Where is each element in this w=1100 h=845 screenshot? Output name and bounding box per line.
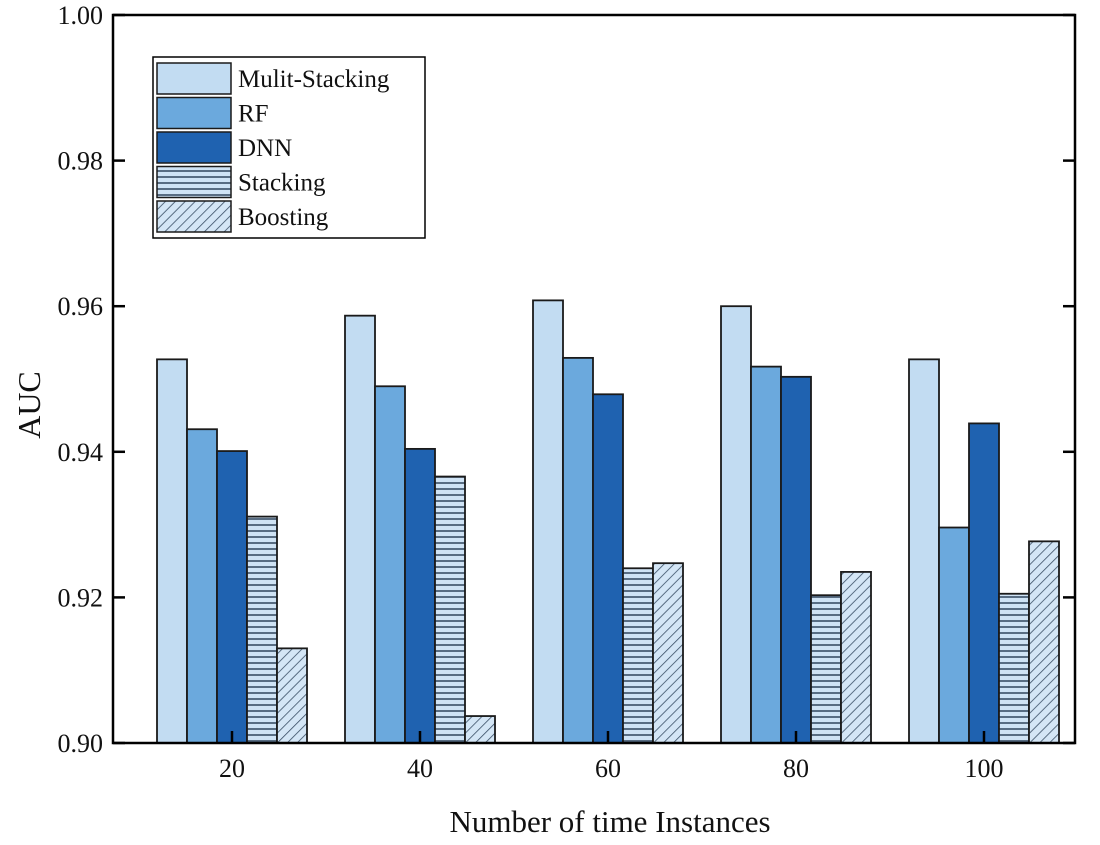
legend-swatch bbox=[156, 200, 232, 233]
y-axis-label: AUC bbox=[11, 371, 47, 439]
y-tick-label: 0.96 bbox=[58, 292, 104, 321]
x-tick-label: 40 bbox=[407, 754, 433, 783]
bar-rf-60 bbox=[562, 356, 594, 744]
bar-stacking-20 bbox=[246, 515, 278, 744]
bar-rf-20 bbox=[186, 428, 218, 744]
bar-dnn-80 bbox=[780, 375, 812, 744]
bar-mulit-stacking-100 bbox=[908, 358, 940, 744]
x-tick-label: 60 bbox=[595, 754, 621, 783]
bar-stacking-60 bbox=[622, 567, 654, 744]
bar-dnn-100 bbox=[968, 422, 1000, 744]
bar-boosting-60 bbox=[652, 562, 684, 744]
y-tick-label: 0.90 bbox=[58, 729, 104, 758]
bar-mulit-stacking-80 bbox=[720, 305, 752, 744]
x-axis: 20 40 60 80 100 bbox=[219, 731, 1004, 783]
bar-dnn-20 bbox=[216, 450, 248, 744]
bar-mulit-stacking-40 bbox=[344, 314, 376, 744]
x-axis-label: Number of time Instances bbox=[449, 804, 770, 839]
bar-dnn-60 bbox=[592, 393, 624, 744]
bar-stacking-40 bbox=[434, 475, 466, 744]
legend-label: DNN bbox=[238, 135, 292, 162]
bar-boosting-40 bbox=[464, 715, 496, 744]
plot-frame bbox=[111, 13, 1077, 745]
legend-label: Boosting bbox=[238, 204, 329, 231]
y-tick-label: 0.98 bbox=[58, 147, 104, 176]
y-tick-label: 1.00 bbox=[58, 1, 104, 30]
bar-dnn-40 bbox=[404, 447, 436, 744]
legend-label: Mulit-Stacking bbox=[238, 66, 390, 93]
bar-stacking-100 bbox=[998, 592, 1030, 744]
y-tick-label: 0.94 bbox=[58, 438, 104, 467]
x-tick-label: 20 bbox=[219, 754, 245, 783]
bar-boosting-80 bbox=[840, 571, 872, 744]
bar-mulit-stacking-60 bbox=[532, 299, 564, 744]
bars-group bbox=[156, 299, 1060, 744]
legend-swatch bbox=[156, 165, 232, 199]
bar-rf-40 bbox=[374, 385, 406, 744]
y-axis: 0.90 0.92 0.94 0.96 0.98 1.00 bbox=[58, 1, 1075, 758]
bar-rf-100 bbox=[938, 526, 970, 744]
legend-swatch bbox=[156, 131, 232, 164]
legend: Mulit-Stacking RF DNN Stacking Boosting bbox=[152, 56, 426, 239]
bar-boosting-100 bbox=[1028, 540, 1060, 744]
legend-label: Stacking bbox=[238, 170, 326, 197]
x-tick-label: 80 bbox=[783, 754, 809, 783]
legend-swatch bbox=[156, 62, 232, 95]
legend-swatch bbox=[156, 96, 232, 130]
y-tick-label: 0.92 bbox=[58, 583, 104, 612]
legend-label: RF bbox=[238, 101, 269, 128]
bar-mulit-stacking-20 bbox=[156, 358, 188, 744]
x-tick-label: 100 bbox=[965, 754, 1004, 783]
bar-stacking-80 bbox=[810, 594, 842, 744]
bar-boosting-20 bbox=[276, 647, 308, 744]
bar-rf-80 bbox=[750, 365, 782, 744]
